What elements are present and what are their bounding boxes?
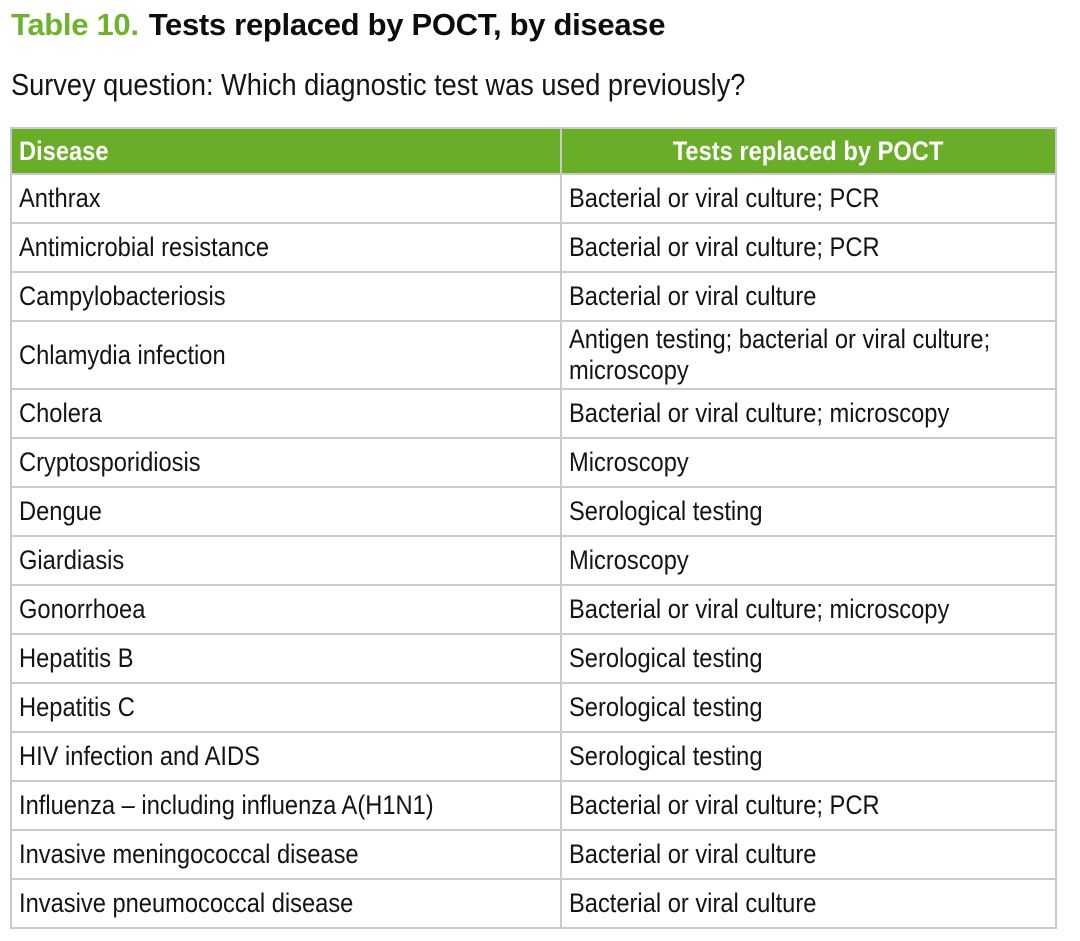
tests-cell: Bacterial or viral culture (560, 829, 1057, 880)
disease-cell: Invasive meningococcal disease (10, 829, 562, 880)
table-title-text: Tests replaced by POCT, by disease (148, 7, 666, 42)
table-row: HIV infection and AIDS Serological testin… (10, 731, 1057, 782)
table-row: Hepatitis B Serological testing (10, 633, 1057, 684)
tests-cell: Serological testing (560, 731, 1057, 782)
table-header-row: Disease Tests replaced by POCT (10, 127, 1057, 175)
table-number-label: Table 10. (11, 7, 139, 42)
tests-cell: Bacterial or viral culture (560, 271, 1057, 322)
poct-table: Disease Tests replaced by POCT Anthrax Ba… (10, 127, 1057, 929)
disease-cell: Cryptosporidiosis (10, 437, 562, 488)
table-row: Campylobacteriosis Bacterial or viral cul… (10, 271, 1057, 322)
disease-cell: Chlamydia infection (10, 320, 562, 390)
disease-cell: Hepatitis B (10, 633, 562, 684)
tests-cell: Bacterial or viral culture; PCR (560, 222, 1057, 273)
table-row: Giardiasis Microscopy (10, 535, 1057, 586)
disease-cell: Antimicrobial resistance (10, 222, 562, 273)
tests-cell: Antigen testing; bacterial or viral cult… (560, 320, 1057, 390)
disease-cell: Cholera (10, 388, 562, 439)
tests-cell: Serological testing (560, 682, 1057, 733)
disease-cell: Gonorrhoea (10, 584, 562, 635)
tests-cell: Bacterial or viral culture; microscopy (560, 584, 1057, 635)
disease-cell: Dengue (10, 486, 562, 537)
tests-cell: Serological testing (560, 633, 1057, 684)
tests-cell: Serological testing (560, 486, 1057, 537)
disease-cell: Giardiasis (10, 535, 562, 586)
table-row: Gonorrhoea Bacterial or viral culture; mi… (10, 584, 1057, 635)
disease-cell: HIV infection and AIDS (10, 731, 562, 782)
table-row: Dengue Serological testing (10, 486, 1057, 537)
disease-cell: Anthrax (10, 173, 562, 224)
tests-cell: Bacterial or viral culture (560, 878, 1057, 929)
disease-cell: Influenza – including influenza A(H1N1) (10, 780, 562, 831)
disease-cell: Campylobacteriosis (10, 271, 562, 322)
col-header-tests: Tests replaced by POCT (560, 127, 1057, 175)
tests-cell: Microscopy (560, 535, 1057, 586)
tests-cell: Microscopy (560, 437, 1057, 488)
tests-cell: Bacterial or viral culture; PCR (560, 173, 1057, 224)
table-row: Influenza – including influenza A(H1N1) B… (10, 780, 1057, 831)
table-row: Invasive pneumococcal disease Bacterial o… (10, 878, 1057, 929)
col-header-disease: Disease (10, 127, 562, 175)
survey-question: Survey question: Which diagnostic test w… (11, 67, 746, 102)
table-row: Cryptosporidiosis Microscopy (10, 437, 1057, 488)
tests-cell: Bacterial or viral culture; microscopy (560, 388, 1057, 439)
tests-cell: Bacterial or viral culture; PCR (560, 780, 1057, 831)
disease-cell: Invasive pneumococcal disease (10, 878, 562, 929)
disease-cell: Hepatitis C (10, 682, 562, 733)
table-row: Chlamydia infection Antigen testing; bact… (10, 320, 1057, 390)
table-row: Hepatitis C Serological testing (10, 682, 1057, 733)
table-row: Anthrax Bacterial or viral culture; PCR (10, 173, 1057, 224)
page-title: Table 10. Tests replaced by POCT, by dise… (11, 6, 665, 44)
table-row: Antimicrobial resistance Bacterial or vir… (10, 222, 1057, 273)
table-row: Invasive meningococcal disease Bacterial … (10, 829, 1057, 880)
table-row: Cholera Bacterial or viral culture; micro… (10, 388, 1057, 439)
